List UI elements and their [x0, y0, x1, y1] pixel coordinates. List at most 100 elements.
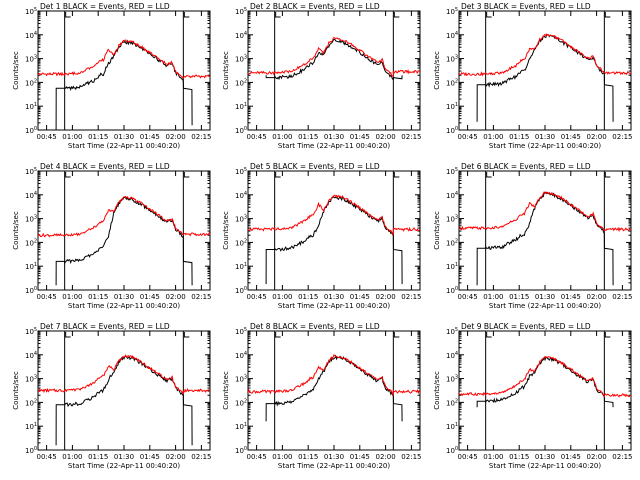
y-tick-label: 104 — [446, 31, 458, 40]
y-tick-label: 104 — [446, 191, 458, 200]
y-tick-label: 105 — [446, 7, 458, 16]
panel-1: Det 1 BLACK = Events, RED = LLD 100 101 102… — [12, 2, 211, 150]
y-tick-label: 103 — [446, 215, 458, 224]
x-tick-label: 01:00 — [272, 453, 292, 461]
x-axis-label: Start Time (22-Apr-11 00:40:20) — [68, 142, 180, 150]
y-tick-label: 100 — [25, 286, 37, 295]
x-tick-label: 01:45 — [561, 293, 581, 301]
y-tick-label: 102 — [25, 238, 37, 247]
x-tick-label: 01:00 — [62, 133, 82, 141]
y-tick-label: 103 — [235, 215, 247, 224]
series-events-line — [265, 39, 403, 81]
x-axis-label: Start Time (22-Apr-11 00:40:20) — [68, 302, 180, 310]
time-marker-flag — [183, 172, 190, 178]
y-axis-label: Counts/sec — [433, 51, 441, 90]
plot-frame — [458, 170, 632, 291]
panel-3: Det 3 BLACK = Events, RED = LLD 100 101 102… — [433, 2, 632, 150]
x-tick-label: 02:15 — [401, 293, 421, 301]
y-tick-label: 102 — [446, 398, 458, 407]
x-tick-label: 01:00 — [272, 133, 292, 141]
y-tick-label: 100 — [235, 286, 247, 295]
plot-frame — [37, 170, 211, 291]
y-tick-label: 105 — [25, 7, 37, 16]
panel-5: Det 5 BLACK = Events, RED = LLD 100 101 102… — [222, 162, 421, 310]
y-tick-label: 101 — [446, 262, 458, 271]
y-axis-label: Counts/sec — [12, 211, 20, 250]
y-tick-label: 104 — [25, 351, 37, 360]
series-lld-line — [248, 353, 420, 397]
series-lld-line — [38, 354, 210, 395]
x-tick-label: 00:45 — [458, 133, 478, 141]
y-tick-label: 102 — [25, 398, 37, 407]
x-tick-label: 01:15 — [509, 133, 529, 141]
x-tick-label: 01:15 — [88, 453, 108, 461]
x-tick-label: 01:15 — [509, 293, 529, 301]
x-tick-label: 01:45 — [561, 133, 581, 141]
x-tick-label: 02:00 — [587, 133, 607, 141]
y-tick-label: 105 — [25, 167, 37, 176]
y-tick-label: 105 — [25, 327, 37, 336]
x-tick-label: 00:45 — [37, 453, 57, 461]
time-marker-flag — [604, 172, 611, 178]
x-tick-label: 01:30 — [324, 293, 344, 301]
y-tick-label: 101 — [235, 102, 247, 111]
y-tick-label: 102 — [235, 78, 247, 87]
x-tick-label: 01:00 — [62, 293, 82, 301]
y-tick-label: 100 — [235, 126, 247, 135]
x-tick-label: 02:00 — [376, 293, 396, 301]
x-tick-label: 02:00 — [587, 293, 607, 301]
x-tick-label: 00:45 — [247, 453, 267, 461]
x-tick-label: 01:45 — [350, 133, 370, 141]
x-tick-label: 01:00 — [483, 453, 503, 461]
y-tick-label: 104 — [25, 191, 37, 200]
x-tick-label: 02:00 — [166, 133, 186, 141]
y-tick-label: 100 — [446, 126, 458, 135]
x-tick-label: 01:45 — [350, 453, 370, 461]
time-marker-flag — [65, 332, 71, 338]
plot-frame — [247, 330, 421, 451]
y-tick-label: 101 — [446, 102, 458, 111]
series-events-line — [55, 196, 193, 286]
x-tick-label: 02:15 — [191, 453, 211, 461]
panel-8: Det 8 BLACK = Events, RED = LLD 100 101 102… — [222, 322, 421, 470]
x-tick-label: 02:15 — [401, 453, 421, 461]
series-lld-line — [459, 190, 631, 233]
x-tick-label: 02:15 — [612, 133, 632, 141]
y-tick-label: 103 — [25, 55, 37, 64]
panel-4: Det 4 BLACK = Events, RED = LLD 100 101 102… — [12, 162, 211, 310]
plot-frame — [37, 10, 211, 131]
series-lld-line — [38, 39, 210, 80]
y-tick-label: 105 — [235, 327, 247, 336]
series-events-line — [55, 355, 193, 446]
x-tick-label: 02:15 — [612, 293, 632, 301]
plot-frame — [458, 330, 632, 451]
x-tick-label: 00:45 — [458, 293, 478, 301]
y-axis-label: Counts/sec — [433, 371, 441, 410]
y-tick-label: 100 — [25, 126, 37, 135]
series-lld-line — [459, 33, 631, 77]
time-marker-flag — [486, 172, 492, 178]
x-tick-label: 02:15 — [191, 133, 211, 141]
time-marker-flag — [183, 332, 190, 338]
y-axis-label: Counts/sec — [433, 211, 441, 250]
panel-title: Det 8 BLACK = Events, RED = LLD — [250, 322, 380, 331]
x-tick-label: 01:15 — [298, 453, 318, 461]
plot-frame — [37, 330, 211, 451]
x-tick-label: 01:15 — [298, 133, 318, 141]
y-tick-label: 101 — [235, 262, 247, 271]
y-tick-label: 101 — [235, 422, 247, 431]
y-tick-label: 102 — [235, 398, 247, 407]
x-axis-label: Start Time (22-Apr-11 00:40:20) — [278, 462, 390, 470]
panel-title: Det 1 BLACK = Events, RED = LLD — [40, 2, 170, 11]
x-tick-label: 02:15 — [191, 293, 211, 301]
time-marker-flag — [65, 172, 71, 178]
y-tick-label: 105 — [446, 167, 458, 176]
panel-title: Det 4 BLACK = Events, RED = LLD — [40, 162, 170, 171]
y-tick-label: 105 — [235, 7, 247, 16]
y-tick-label: 100 — [235, 446, 247, 455]
x-tick-label: 01:30 — [114, 453, 134, 461]
y-tick-label: 102 — [446, 238, 458, 247]
y-tick-label: 103 — [446, 55, 458, 64]
x-axis-label: Start Time (22-Apr-11 00:40:20) — [489, 462, 601, 470]
